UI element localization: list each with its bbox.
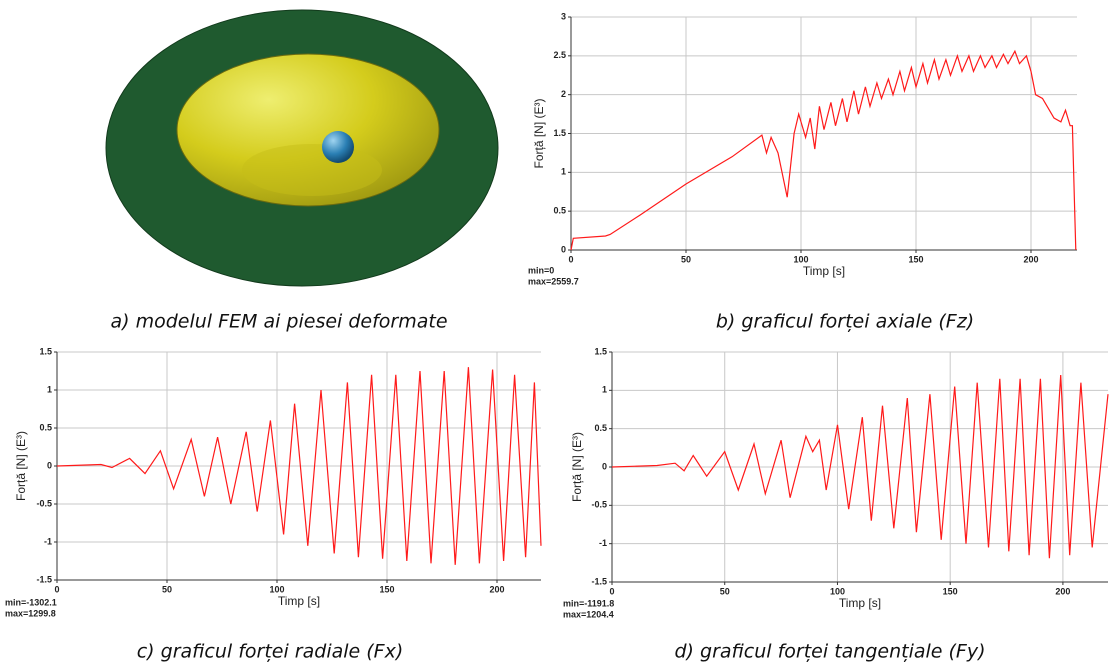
x-tick-label: 200	[1023, 254, 1038, 264]
x-tick-label: 150	[908, 254, 923, 264]
y-tick-label: 1.5	[553, 128, 566, 138]
y-axis-label: Forță [N] (E³)	[14, 431, 28, 501]
min-max-note: min=0	[528, 265, 554, 275]
y-tick-label: 3	[561, 11, 566, 21]
x-axis-label: Timp [s]	[839, 596, 881, 610]
x-tick-label: 100	[830, 586, 845, 596]
caption: d) graficul forței tangențiale (Fy)	[675, 641, 986, 663]
y-tick-label: 0	[602, 461, 607, 471]
min-max-note: min=-1302.1	[5, 597, 57, 607]
x-tick-label: 50	[162, 584, 172, 594]
y-tick-label: 0.5	[39, 422, 52, 432]
y-axis-label: Forță [N] (E³)	[532, 98, 546, 168]
y-tick-label: 1.5	[39, 346, 52, 356]
y-tick-label: -1.5	[591, 576, 607, 586]
y-tick-label: -1.5	[36, 574, 52, 584]
x-tick-label: 200	[1055, 586, 1070, 596]
x-tick-label: 100	[269, 584, 284, 594]
x-tick-label: 50	[720, 586, 730, 596]
min-max-note: max=2559.7	[528, 276, 579, 286]
y-tick-label: 0	[561, 244, 566, 254]
caption: b) graficul forței axiale (Fz)	[716, 311, 974, 333]
y-tick-label: 1.5	[594, 346, 607, 356]
min-max-note: min=-1191.8	[563, 598, 614, 608]
x-tick-label: 200	[489, 584, 504, 594]
x-tick-label: 100	[793, 254, 808, 264]
y-tick-label: 0	[47, 460, 52, 470]
x-tick-label: 0	[609, 586, 614, 596]
y-tick-label: -0.5	[36, 498, 52, 508]
y-tick-label: -1	[599, 538, 607, 548]
x-tick-label: 150	[943, 586, 958, 596]
y-tick-label: 0.5	[594, 423, 607, 433]
min-max-note: max=1204.4	[563, 609, 614, 619]
min-max-note: max=1299.8	[5, 608, 56, 618]
y-tick-label: -1	[44, 536, 52, 546]
y-tick-label: 0.5	[553, 206, 566, 216]
fem-model	[106, 10, 498, 286]
y-tick-label: 2.5	[553, 50, 566, 60]
y-tick-label: 2	[561, 89, 566, 99]
figure: a) modelul FEM ai piesei deformate 0 0.5 1…	[0, 0, 1111, 665]
x-axis-label: Timp [s]	[278, 594, 320, 608]
y-tick-label: 1	[561, 167, 566, 177]
caption: a) modelul FEM ai piesei deformate	[110, 311, 447, 333]
y-tick-label: 1	[47, 384, 52, 394]
x-tick-label: 150	[379, 584, 394, 594]
x-tick-label: 50	[681, 254, 691, 264]
x-tick-label: 0	[568, 254, 573, 264]
y-tick-label: 1	[602, 385, 607, 395]
caption: c) graficul forței radiale (Fx)	[137, 641, 404, 663]
y-axis-label: Forță [N] (E³)	[570, 432, 584, 502]
y-tick-label: -0.5	[591, 500, 607, 510]
x-tick-label: 0	[54, 584, 59, 594]
x-axis-label: Timp [s]	[803, 264, 845, 278]
